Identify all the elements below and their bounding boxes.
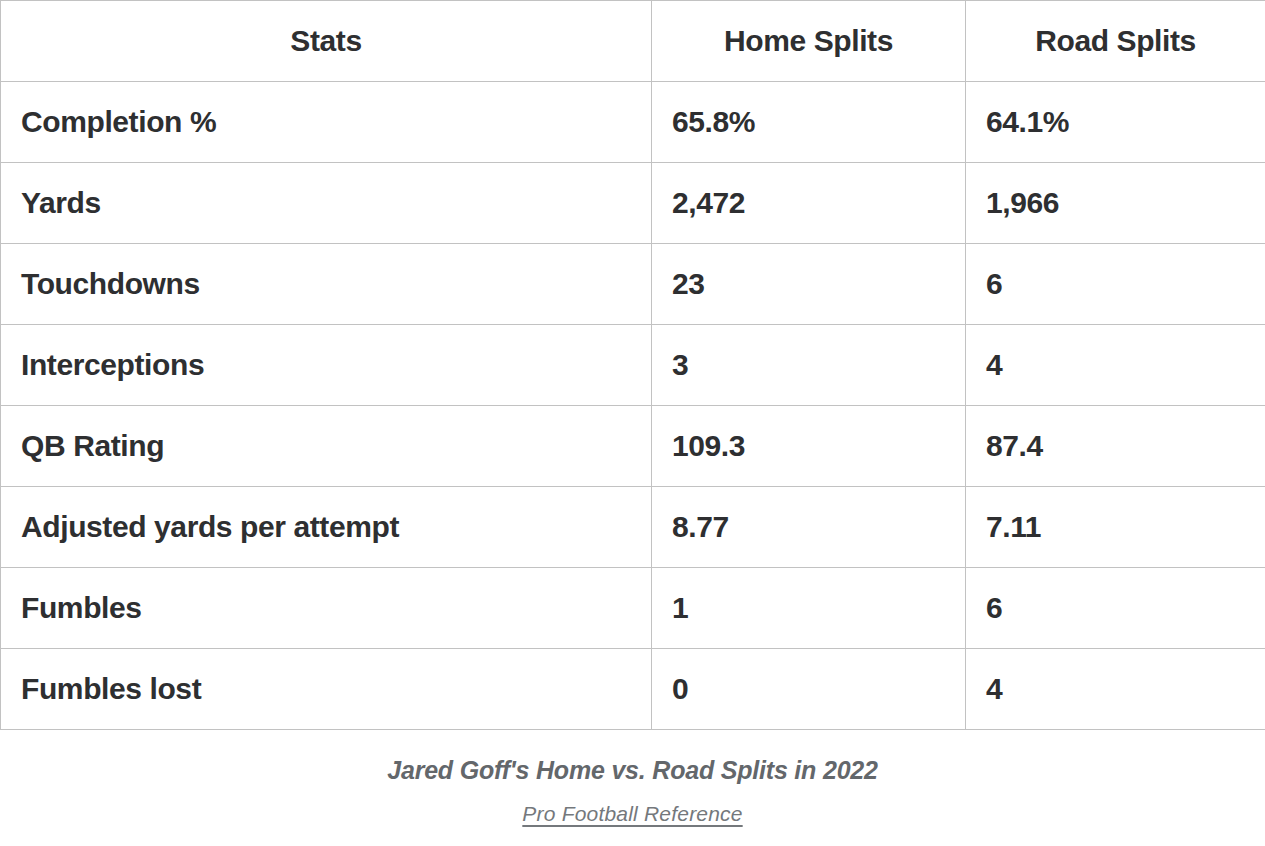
road-value-cell: 87.4 <box>966 406 1265 487</box>
header-row: Stats Home Splits Road Splits <box>1 1 1265 82</box>
home-value-cell: 23 <box>652 244 966 325</box>
road-value-cell: 64.1% <box>966 82 1265 163</box>
stat-name-cell: Fumbles lost <box>1 649 652 730</box>
stats-table: Stats Home Splits Road Splits Completion… <box>0 0 1265 730</box>
table-row: Fumbles 1 6 <box>1 568 1265 649</box>
home-value-cell: 109.3 <box>652 406 966 487</box>
page: Stats Home Splits Road Splits Completion… <box>0 0 1265 846</box>
source-line: Pro Football Reference <box>0 802 1265 826</box>
stat-name-cell: Adjusted yards per attempt <box>1 487 652 568</box>
table-row: Touchdowns 23 6 <box>1 244 1265 325</box>
home-value-cell: 2,472 <box>652 163 966 244</box>
table-row: Interceptions 3 4 <box>1 325 1265 406</box>
home-value-cell: 0 <box>652 649 966 730</box>
road-value-cell: 7.11 <box>966 487 1265 568</box>
column-header-road-splits: Road Splits <box>966 1 1265 82</box>
road-value-cell: 1,966 <box>966 163 1265 244</box>
road-value-cell: 4 <box>966 649 1265 730</box>
home-value-cell: 8.77 <box>652 487 966 568</box>
table-row: Completion % 65.8% 64.1% <box>1 82 1265 163</box>
stat-name-cell: Fumbles <box>1 568 652 649</box>
road-value-cell: 4 <box>966 325 1265 406</box>
source-link[interactable]: Pro Football Reference <box>522 802 742 825</box>
road-value-cell: 6 <box>966 568 1265 649</box>
column-header-stats: Stats <box>1 1 652 82</box>
table-row: Adjusted yards per attempt 8.77 7.11 <box>1 487 1265 568</box>
road-value-cell: 6 <box>966 244 1265 325</box>
column-header-home-splits: Home Splits <box>652 1 966 82</box>
table-row: QB Rating 109.3 87.4 <box>1 406 1265 487</box>
stat-name-cell: Completion % <box>1 82 652 163</box>
stat-name-cell: QB Rating <box>1 406 652 487</box>
stat-name-cell: Touchdowns <box>1 244 652 325</box>
home-value-cell: 3 <box>652 325 966 406</box>
table-caption: Jared Goff's Home vs. Road Splits in 202… <box>0 756 1265 785</box>
stat-name-cell: Interceptions <box>1 325 652 406</box>
stat-name-cell: Yards <box>1 163 652 244</box>
table-row: Fumbles lost 0 4 <box>1 649 1265 730</box>
table-row: Yards 2,472 1,966 <box>1 163 1265 244</box>
home-value-cell: 65.8% <box>652 82 966 163</box>
home-value-cell: 1 <box>652 568 966 649</box>
